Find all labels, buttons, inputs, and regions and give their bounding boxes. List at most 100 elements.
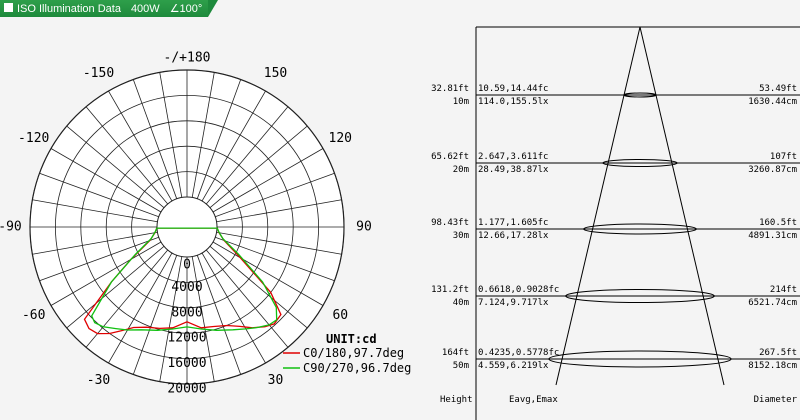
polar-spoke <box>209 125 308 209</box>
polar-spoke <box>201 252 266 364</box>
polar-spoke <box>50 148 162 213</box>
polar-spoke <box>201 90 266 202</box>
beam-ellipse <box>548 350 732 368</box>
diameter-cm: 6521.74cm <box>748 298 797 308</box>
illuminance-lx: 12.66,17.28lx <box>478 231 549 241</box>
diameter-cm: 3260.87cm <box>748 165 797 175</box>
diameter-ft: 160.5ft <box>759 218 797 228</box>
illuminance-fc: 0.6618,0.9028fc <box>478 285 559 295</box>
diameter-ft: 107ft <box>770 152 797 162</box>
beam-ellipse <box>623 92 657 98</box>
radial-tick-label: 8000 <box>171 305 202 320</box>
height-m: 10m <box>453 97 469 107</box>
angle-label: 150 <box>264 66 287 81</box>
height-ft: 65.62ft <box>431 152 469 162</box>
angle-label: 120 <box>329 131 352 146</box>
legend-entry: C90/270,96.7deg <box>303 361 411 375</box>
angle-label: -120 <box>18 131 49 146</box>
radial-tick-label: 4000 <box>171 280 202 295</box>
angle-label: -150 <box>83 66 114 81</box>
angle-label: 90 <box>356 220 372 235</box>
polar-spoke <box>215 236 335 282</box>
polar-spoke <box>39 236 159 282</box>
polar-spoke <box>32 231 158 255</box>
illuminance-lx: 28.49,38.87lx <box>478 165 549 175</box>
illuminance-lx: 7.124,9.717lx <box>478 298 549 308</box>
beam-ellipse <box>583 223 697 235</box>
height-m: 50m <box>453 361 469 371</box>
polar-spoke <box>216 199 342 223</box>
polar-spoke <box>108 90 173 202</box>
polar-spoke <box>191 256 215 382</box>
polar-spoke <box>212 241 324 306</box>
polar-spoke <box>159 256 183 382</box>
diameter-ft: 267.5ft <box>759 348 797 358</box>
height-m: 20m <box>453 165 469 175</box>
column-header-height: Height <box>440 395 473 405</box>
polar-spoke <box>191 72 215 198</box>
polar-spoke <box>196 255 242 375</box>
angle-label: -60 <box>22 308 45 323</box>
height-m: 40m <box>453 298 469 308</box>
polar-spoke <box>39 172 159 218</box>
angle-label: -30 <box>87 373 110 388</box>
header-power: 400W <box>130 2 160 15</box>
diameter-ft: 214ft <box>770 285 797 295</box>
radial-tick-label: 16000 <box>167 356 206 371</box>
title-segment: ISO Illumination Data <box>0 2 127 15</box>
document-icon <box>4 2 13 12</box>
angle-label: -/+180 <box>164 51 211 66</box>
illuminance-fc: 0.4235,0.5778fc <box>478 348 559 358</box>
series-curve-c90 <box>90 227 278 331</box>
polar-spoke <box>159 72 183 198</box>
polar-spoke <box>66 125 165 209</box>
polar-spoke <box>85 249 169 348</box>
header-banner: ISO Illumination Data 400W ∠100° <box>0 0 218 17</box>
polar-spoke <box>209 245 308 329</box>
polar-spoke <box>50 241 162 306</box>
polar-spoke <box>216 231 342 255</box>
diameter-cm: 4891.31cm <box>748 231 797 241</box>
illuminance-lx: 4.559,6.219lx <box>478 361 549 371</box>
polar-spoke <box>196 79 242 199</box>
legend-entry: C0/180,97.7deg <box>303 346 404 360</box>
illuminance-lx: 114.0,155.5lx <box>478 97 549 107</box>
illuminance-fc: 10.59,14.44fc <box>478 84 548 94</box>
polar-chart: 0 4000 8000 12000 16000 20000 -/+180 150 -150 120… <box>0 51 411 397</box>
beam-ellipse <box>565 289 715 303</box>
angle-label: 30 <box>268 373 284 388</box>
radial-tick-label: 12000 <box>167 331 206 346</box>
header-tip <box>208 0 218 17</box>
angle-label: -90 <box>0 220 22 235</box>
angle-label: 60 <box>332 308 348 323</box>
polar-spoke <box>32 199 158 223</box>
column-header-illuminance: Eavg,Emax <box>509 395 558 405</box>
column-header-diameter: Diameter <box>754 395 798 405</box>
cone-left-edge <box>555 26 641 386</box>
polar-spoke <box>205 249 289 348</box>
illuminance-fc: 2.647,3.611fc <box>478 152 548 162</box>
polar-spoke <box>108 252 173 364</box>
diameter-cm: 1630.44cm <box>748 97 797 107</box>
beam-ellipse <box>602 159 678 167</box>
polar-spoke <box>205 106 289 205</box>
radial-tick-label: 0 <box>183 258 191 273</box>
header-title: ISO Illumination Data <box>17 2 121 15</box>
illuminance-fc: 1.177,1.605fc <box>478 218 548 228</box>
unit-label: UNIT:cd <box>326 332 377 346</box>
polar-spoke <box>132 255 178 375</box>
polar-spoke <box>212 148 324 213</box>
height-ft: 164ft <box>442 348 469 358</box>
header-angle: ∠100° <box>169 3 203 15</box>
height-m: 30m <box>453 231 469 241</box>
polar-spoke <box>85 106 169 205</box>
height-ft: 32.81ft <box>431 84 469 94</box>
radial-tick-label: 20000 <box>167 382 206 397</box>
height-ft: 131.2ft <box>431 285 469 295</box>
diameter-ft: 53.49ft <box>759 84 797 94</box>
cone-right-edge <box>639 26 725 386</box>
diameter-cm: 8152.18cm <box>748 361 797 371</box>
height-ft: 98.43ft <box>431 218 469 228</box>
polar-spoke <box>132 79 178 199</box>
